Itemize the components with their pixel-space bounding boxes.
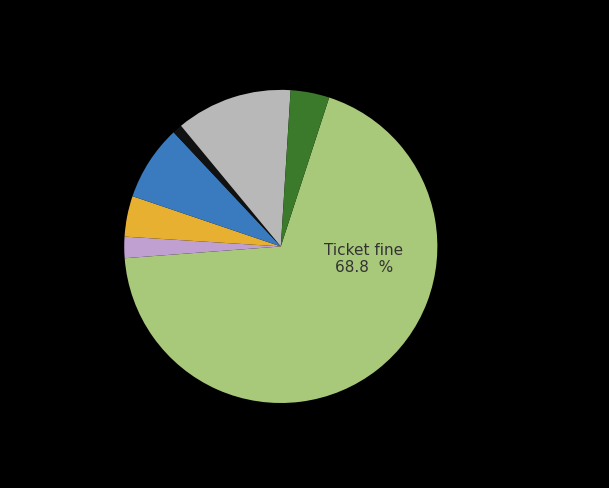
Wedge shape	[174, 126, 281, 246]
Wedge shape	[181, 90, 290, 246]
Wedge shape	[133, 132, 281, 246]
Wedge shape	[125, 196, 281, 246]
Wedge shape	[124, 237, 281, 258]
Wedge shape	[125, 98, 437, 403]
Text: Ticket fine
68.8  %: Ticket fine 68.8 %	[324, 243, 403, 275]
Wedge shape	[281, 90, 329, 246]
